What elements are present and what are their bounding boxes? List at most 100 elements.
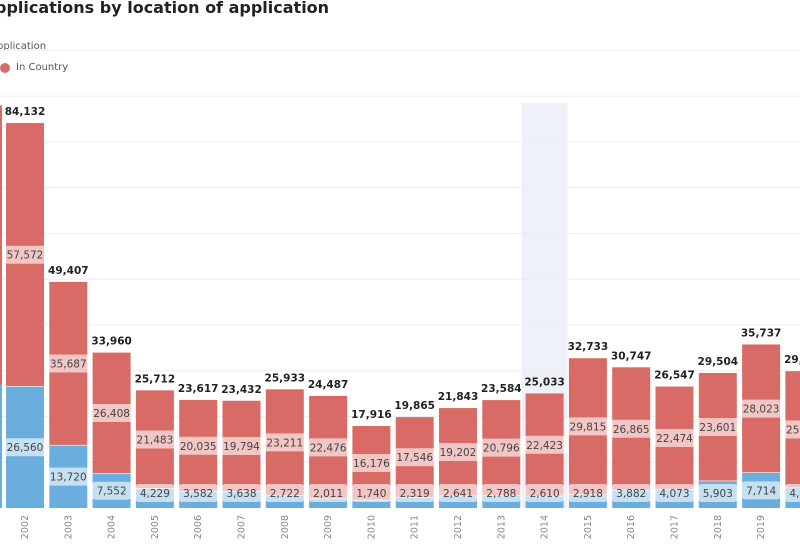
data-label-in-country-bg [651,428,698,447]
data-label-in-country-bg [694,417,741,436]
bar-partial-left [0,105,2,508]
data-label-in-country-bg [391,448,438,467]
data-label-in-country-bg [737,399,785,418]
data-label-overseas: 2,788 [486,488,516,500]
data-label-overseas: 7,714 [746,485,776,497]
data-label-total: 29,504 [698,356,739,368]
data-label-overseas: 7,552 [97,486,127,498]
data-label-in-country-bg [88,404,135,423]
data-label-overseas: 26,560 [7,442,44,454]
data-label-overseas-bg [308,484,349,502]
data-label-total: 23,432 [221,384,262,396]
data-label-in-country-bg [1,245,49,264]
data-label-overseas: 4,400 [789,488,800,500]
data-label-total: 32,733 [568,341,609,353]
data-label-overseas: 3,882 [616,488,646,500]
data-label-overseas: 13,720 [50,472,87,484]
x-tick-label: 2003 [63,515,74,539]
data-label-in-country: 19,794 [223,441,260,453]
data-label-overseas: 3,638 [226,488,256,500]
data-label-in-country-bg [478,438,525,457]
data-label-total: 33,960 [91,336,132,348]
x-tick-label: 2013 [496,515,507,539]
x-tick-label: 2010 [366,515,377,539]
data-label-overseas-bg [394,484,435,502]
data-label-overseas-bg [91,481,132,500]
data-label-total: 23,584 [481,383,522,395]
data-label-in-country: 20,035 [180,441,217,453]
x-tick-label: 2014 [540,515,551,539]
x-tick-label: 2006 [193,515,204,539]
legend-title: pplication [0,41,47,52]
data-label-total: 35,737 [741,327,782,339]
data-label-total: 29,900 [784,354,800,366]
x-tick-label: 2019 [756,515,767,539]
x-tick-label: 2015 [583,515,594,539]
data-label-in-country: 35,687 [50,359,87,371]
data-label-overseas-bg [264,484,305,502]
data-label-in-country-bg [521,435,568,454]
data-label-in-country-bg [564,417,612,436]
data-label-in-country: 22,476 [310,442,347,454]
data-label-overseas: 2,722 [270,488,300,500]
data-label-overseas: 2,319 [400,488,430,500]
data-label-in-country-bg [348,454,395,473]
data-label-in-country: 19,202 [440,447,477,459]
data-label-in-country: 23,211 [266,437,303,449]
data-label-overseas-bg [221,484,262,502]
data-label-in-country-bg [175,436,222,455]
data-label-in-country-bg [304,438,352,457]
data-label-in-country: 26,408 [93,408,130,420]
data-label-overseas-bg [524,484,565,502]
data-label-total: 30,747 [611,350,652,362]
data-label-in-country: 21,483 [137,434,174,446]
data-label-total: 21,843 [438,391,479,403]
data-label-overseas: 3,582 [183,488,213,500]
data-label-in-country: 16,176 [353,458,390,470]
data-label-overseas-bg [438,484,478,502]
data-label-total: 23,617 [178,383,219,395]
data-label-in-country: 17,546 [396,452,433,464]
x-tick-label: 2009 [323,515,334,539]
legend: In Country [0,62,68,73]
data-label-in-country-bg [608,419,655,438]
data-label-overseas-bg [741,481,782,500]
data-label-in-country: 22,474 [656,433,693,445]
data-label-in-country: 26,865 [613,424,650,436]
bar-overseas [395,497,434,508]
data-label-overseas-bg [45,467,92,486]
x-tick-label: 2005 [150,515,161,539]
x-tick-label: 2011 [410,515,421,539]
data-label-in-country: 57,572 [7,250,44,262]
data-label-in-country: 25,500 [786,425,800,437]
chart-title: pplications by location of application [0,0,330,17]
data-label-overseas-bg [481,484,522,502]
x-tick-label: 2017 [670,515,681,539]
data-label-total: 25,933 [265,372,306,384]
data-label-in-country: 20,796 [483,443,520,455]
data-label-in-country-bg [45,354,92,373]
data-label-overseas: 2,011 [313,488,343,500]
x-tick-label: 2016 [626,515,637,539]
data-label-total: 17,916 [351,409,392,421]
data-label-in-country-bg [261,433,308,452]
data-label-overseas: 4,073 [659,488,689,500]
data-label-overseas-bg [567,484,608,502]
data-label-total: 25,712 [135,373,176,385]
data-label-overseas-bg [697,484,738,502]
data-label-total: 24,487 [308,379,349,391]
bar-partial-left-overseas [0,384,2,508]
data-label-overseas: 4,229 [140,488,170,500]
data-label-overseas: 2,610 [530,488,560,500]
bar-overseas [309,498,348,508]
data-label-overseas-bg [784,484,800,502]
data-label-overseas: 1,740 [356,488,386,500]
x-tick-label: 2007 [237,515,248,539]
x-tick-label: 2004 [107,515,118,539]
data-label-in-country-bg [781,420,800,439]
data-label-overseas-bg [611,484,652,502]
data-label-overseas-bg [1,438,49,457]
x-tick-label: 2002 [20,515,31,539]
legend-label-in-country[interactable]: In Country [16,62,69,73]
